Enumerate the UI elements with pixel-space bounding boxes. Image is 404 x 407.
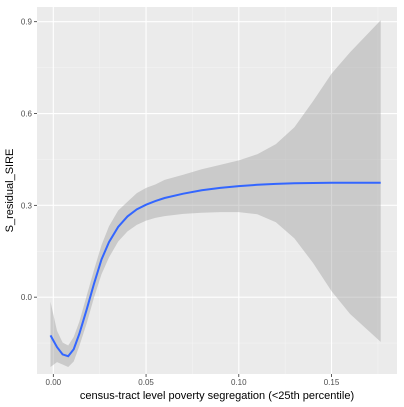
major-gridlines <box>37 7 397 374</box>
x-axis-title: census-tract level poverty segregation (… <box>80 390 354 402</box>
x-tick-label: 0.05 <box>138 378 154 387</box>
confidence-band <box>50 20 381 367</box>
x-tick-label: 0.10 <box>231 378 247 387</box>
x-tick-label: 0.00 <box>46 378 62 387</box>
y-tick-label: 0.3 <box>21 201 33 210</box>
y-tick-label: 0.0 <box>21 293 33 302</box>
y-axis: 0.0 0.3 0.6 0.9 <box>21 18 37 302</box>
smooth-line <box>49 181 381 358</box>
y-axis-title: S_residual_SIRE <box>4 149 16 233</box>
x-tick-label: 0.15 <box>324 378 340 387</box>
minor-gridlines <box>37 7 397 374</box>
x-axis: 0.00 0.05 0.10 0.15 <box>46 374 340 387</box>
plot-panel <box>37 7 397 374</box>
y-tick-label: 0.6 <box>21 110 33 119</box>
y-tick-label: 0.9 <box>21 18 33 27</box>
